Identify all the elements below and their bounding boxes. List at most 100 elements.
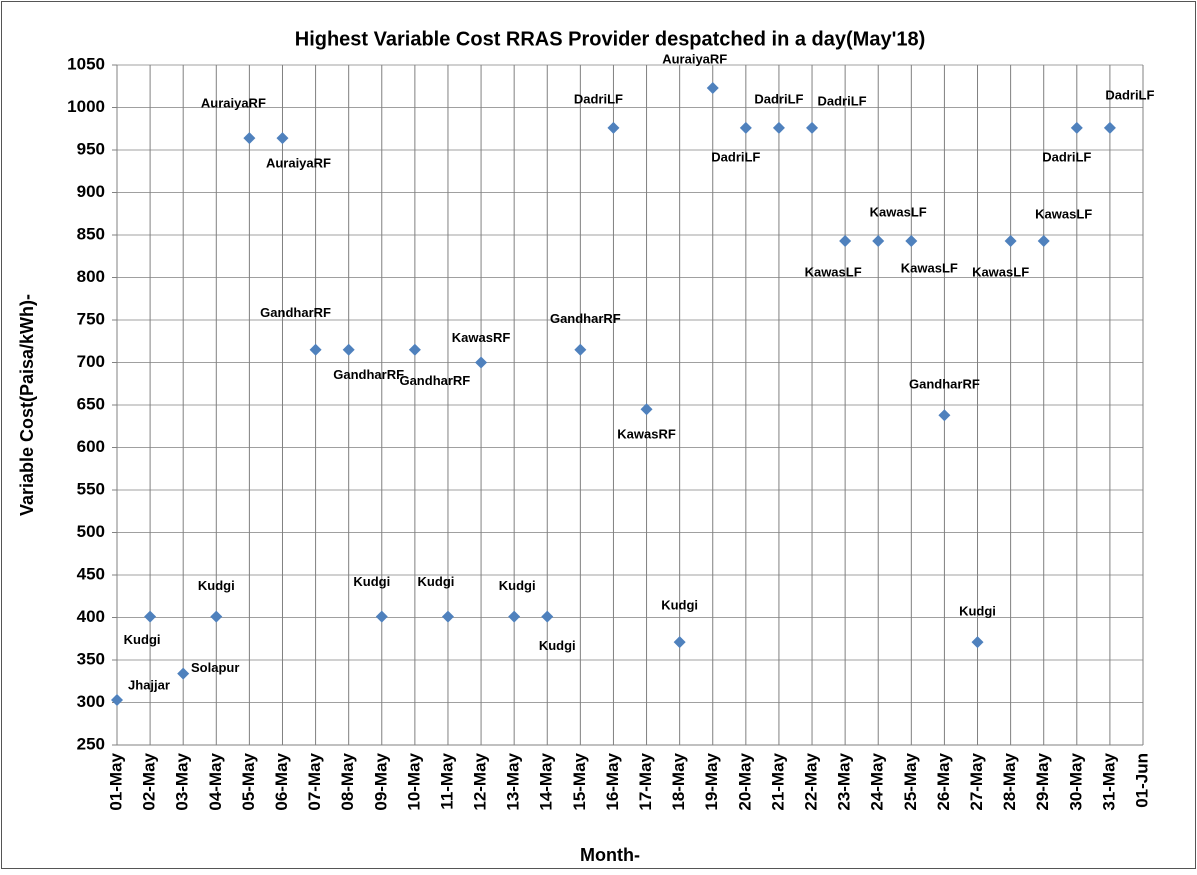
point-label: GandharRF xyxy=(550,311,621,326)
point-label: KawasLF xyxy=(805,264,862,279)
point-label: GandharRF xyxy=(260,305,331,320)
y-tick-label: 350 xyxy=(77,649,105,668)
point xyxy=(243,132,256,145)
point xyxy=(375,610,388,623)
point-label: AuraiyaRF xyxy=(266,156,331,171)
point xyxy=(1004,234,1017,247)
x-tick-label: 09-May xyxy=(371,752,390,810)
x-tick-label: 03-May xyxy=(173,752,192,810)
point-label: GandharRF xyxy=(909,377,980,392)
x-tick-label: 01-May xyxy=(106,752,125,810)
x-tick-label: 27-May xyxy=(967,752,986,810)
point-label: DadriLF xyxy=(754,91,803,106)
point-label: Kudgi xyxy=(198,578,235,593)
x-tick-label: 08-May xyxy=(338,752,357,810)
point-label: DadriLF xyxy=(711,149,760,164)
point-label: KawasLF xyxy=(1035,206,1092,221)
y-tick-label: 300 xyxy=(77,692,105,711)
x-tick-label: 01-Jun xyxy=(1132,753,1151,808)
point xyxy=(276,132,289,145)
x-tick-label: 31-May xyxy=(1099,752,1118,810)
x-tick-label: 22-May xyxy=(802,752,821,810)
point xyxy=(706,81,719,94)
x-tick-label: 16-May xyxy=(603,752,622,810)
x-tick-label: 23-May xyxy=(835,752,854,810)
x-tick-label: 13-May xyxy=(504,752,523,810)
point xyxy=(342,343,355,356)
point xyxy=(508,610,521,623)
point xyxy=(111,693,123,706)
point-label: AuraiyaRF xyxy=(201,96,266,111)
x-tick-label: 30-May xyxy=(1066,752,1085,810)
point-label: DadriLF xyxy=(574,91,623,106)
point xyxy=(441,610,454,623)
x-tick-label: 28-May xyxy=(1000,752,1019,810)
x-tick-label: 07-May xyxy=(305,752,324,810)
y-tick-label: 1050 xyxy=(67,54,105,73)
point xyxy=(772,121,785,134)
point-label: Kudgi xyxy=(499,578,536,593)
x-tick-label: 25-May xyxy=(901,752,920,810)
point xyxy=(1070,121,1083,134)
point xyxy=(177,667,190,680)
y-tick-label: 650 xyxy=(77,394,105,413)
point-label: KawasRF xyxy=(617,427,676,442)
point xyxy=(739,121,752,134)
x-tick-label: 02-May xyxy=(140,752,159,810)
point-label: DadriLF xyxy=(1042,149,1091,164)
point-label: DadriLF xyxy=(1105,87,1154,102)
point xyxy=(144,610,157,623)
y-tick-label: 600 xyxy=(77,437,105,456)
y-tick-label: 550 xyxy=(77,479,105,498)
point-label: Solapur xyxy=(191,660,239,675)
point-label: KawasLF xyxy=(972,264,1029,279)
point-label: Kudgi xyxy=(353,574,390,589)
point-label: Jhajjar xyxy=(128,677,170,692)
y-tick-label: 700 xyxy=(77,352,105,371)
x-axis-label: Month- xyxy=(580,845,640,865)
point-label: Kudgi xyxy=(661,598,698,613)
point xyxy=(806,121,819,134)
point xyxy=(640,403,653,416)
point xyxy=(475,356,488,369)
point xyxy=(574,343,587,356)
point xyxy=(872,234,885,247)
point xyxy=(1103,121,1116,134)
point xyxy=(210,610,223,623)
point xyxy=(971,636,984,649)
y-tick-label: 250 xyxy=(77,734,105,753)
y-tick-label: 850 xyxy=(77,224,105,243)
x-tick-label: 21-May xyxy=(768,752,787,810)
x-tick-label: 29-May xyxy=(1033,752,1052,810)
y-tick-label: 750 xyxy=(77,309,105,328)
y-tick-label: 1000 xyxy=(67,97,105,116)
point xyxy=(905,234,918,247)
point-label: Kudgi xyxy=(418,574,455,589)
x-tick-label: 04-May xyxy=(206,752,225,810)
point xyxy=(839,234,852,247)
point-label: AuraiyaRF xyxy=(662,51,727,66)
point xyxy=(541,610,554,623)
point-label: Kudgi xyxy=(124,632,161,647)
point xyxy=(309,343,322,356)
x-tick-label: 15-May xyxy=(570,752,589,810)
point-label: KawasRF xyxy=(452,330,511,345)
point-label: KawasLF xyxy=(901,260,958,275)
point xyxy=(607,121,620,134)
point-label: GandharRF xyxy=(333,367,404,382)
chart-title: Highest Variable Cost RRAS Provider desp… xyxy=(295,28,926,50)
y-axis-label: Variable Cost(Paisa/kWh)- xyxy=(17,294,37,516)
x-tick-label: 11-May xyxy=(437,752,456,809)
x-tick-label: 05-May xyxy=(239,752,258,810)
point xyxy=(673,636,686,649)
x-tick-label: 18-May xyxy=(669,752,688,810)
x-tick-label: 10-May xyxy=(404,752,423,810)
y-tick-label: 400 xyxy=(77,607,105,626)
y-tick-label: 900 xyxy=(77,182,105,201)
x-tick-label: 24-May xyxy=(868,752,887,810)
y-tick-label: 950 xyxy=(77,139,105,158)
y-tick-label: 450 xyxy=(77,564,105,583)
x-tick-label: 06-May xyxy=(272,752,291,810)
